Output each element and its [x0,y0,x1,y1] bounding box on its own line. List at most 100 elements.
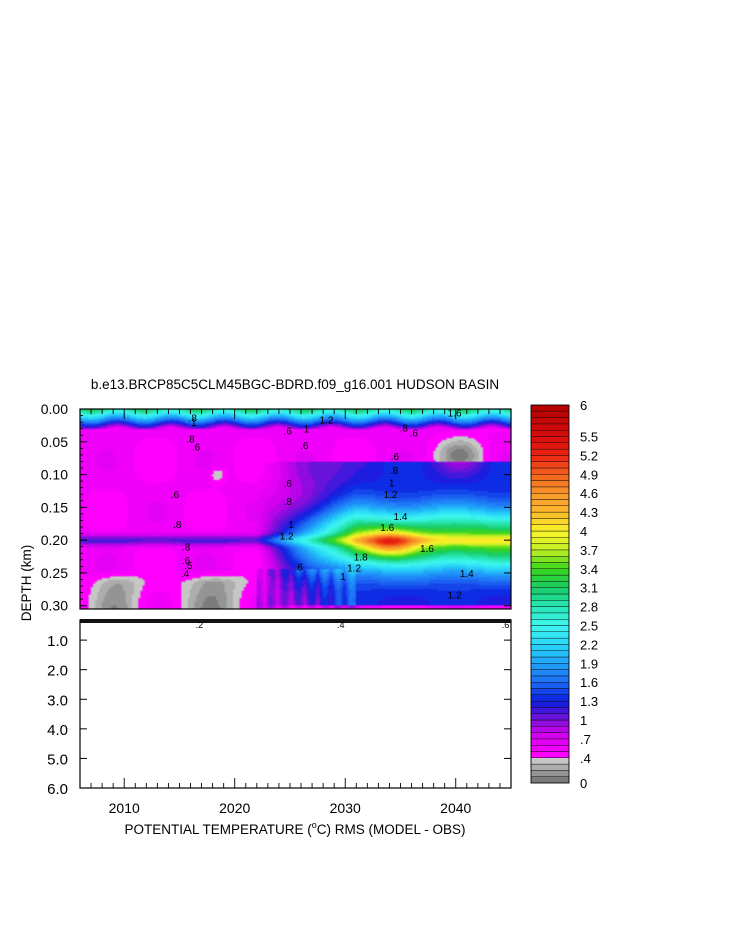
colorbar-swatch [530,688,570,696]
contour-label: .6 [171,490,180,501]
contour-label: .8 [390,466,399,477]
y-tick-label: 3.0 [47,692,68,709]
heatmap-image [80,409,511,609]
colorbar-swatch [530,612,570,620]
colorbar-label: 1.6 [580,675,598,690]
y-tick-label: 0.15 [41,499,68,515]
contour-label: 1.4 [460,569,474,580]
colorbar-label: 2.5 [580,619,598,634]
colorbar-swatch [530,719,570,727]
below-axis-label: .4 [337,620,345,630]
colorbar-swatch [530,656,570,664]
colorbar-swatch [530,732,570,740]
colorbar-label: 4.6 [580,486,598,501]
contour-label: 1 [288,520,294,531]
colorbar-swatch [530,404,570,412]
y-axis-label: DEPTH (km) [19,545,34,622]
colorbar-swatch [530,738,570,746]
contour-label: 1.6 [420,544,434,555]
colorbar-swatch [530,745,570,752]
lower-panel-top-band [80,619,511,623]
contour-label: .6 [300,441,309,452]
x-axis-label-part1: POTENTIAL TEMPERATURE ( [124,822,312,837]
colorbar-label: 3.4 [580,562,598,577]
colorbar-swatch [530,574,570,582]
colorbar-swatch [530,770,570,777]
colorbar-swatch [530,587,570,595]
colorbar-label: .4 [580,751,591,766]
contour-label: 1.2 [448,591,462,602]
x-tick-label: 2030 [330,800,361,816]
colorbar-swatch [530,493,570,500]
below-axis-contour-labels: .2 .4 .6 [196,620,510,630]
y-tick-label: 6.0 [47,781,68,798]
contour-label: .4 [181,569,190,580]
colorbar-label: 1 [580,713,587,728]
colorbar-label: .7 [580,732,591,747]
contour-label: 1 [304,425,310,436]
colorbar-swatch [530,694,570,702]
colorbar-swatch [530,556,570,563]
x-tick-label: 2010 [109,800,140,816]
colorbar-swatch [530,549,570,557]
colorbar-label: 2.8 [580,600,598,615]
colorbar-swatch [530,637,570,645]
colorbar-swatch [530,600,570,607]
colorbar-swatch [530,455,570,462]
colorbar-swatch [530,619,570,626]
colorbar-swatch [530,776,570,784]
y-tick-label: 0.25 [41,565,68,581]
chart-title: b.e13.BRCP85C5CLM45BGC-BDRD.f09_g16.001 … [91,377,499,392]
colorbar-swatch [530,625,570,633]
y-tick-label: 0.10 [41,467,68,483]
colorbar-swatch [530,436,570,444]
contour-label: 1.6 [448,408,462,419]
colorbar-swatch [530,518,570,525]
colorbar-swatch [530,700,570,708]
lower-panel-frame [79,619,512,789]
contour-label: 1.8 [354,553,368,564]
colorbar-labels: 6 5.5 5.2 4.9 4.6 4.3 4 3.7 3.4 3.1 2.8 2.5 2.2 1.9 1.… [580,398,598,791]
colorbar-label: 4.3 [580,505,598,520]
colorbar-swatch [530,442,570,450]
colorbar-swatch [530,411,570,418]
colorbar-swatch [530,751,570,759]
colorbar-swatch [530,581,570,588]
colorbar-swatch [530,530,570,538]
colorbar-swatch [530,644,570,651]
y-tick-label: 0.05 [41,434,68,450]
colorbar-swatch [530,631,570,639]
colorbar-swatch [530,474,570,481]
colorbar-swatch [530,568,570,576]
y-tick-label: 0.00 [41,401,68,417]
colorbar-label: 4 [580,524,587,539]
colorbar-swatch [530,713,570,721]
contour-label: .8 [173,520,182,531]
colorbar-label: 4.9 [580,467,598,482]
colorbar-label: 0 [580,776,587,791]
contour-label: .8 [182,543,191,554]
contour-label: .6 [192,442,201,453]
colorbar-swatch [530,537,570,544]
y-tick-label: 5.0 [47,751,68,768]
colorbar-label: 1.3 [580,694,598,709]
colorbar-swatch [530,650,570,658]
colorbar-swatch [530,511,570,519]
colorbar-swatch [530,663,570,670]
contour-label: .6 [284,427,293,438]
colorbar-swatch [530,467,570,475]
upper-panel-frame [79,408,512,610]
y-tick-label: 1.0 [47,633,68,650]
colorbar-swatch [530,524,570,532]
colorbar-label: 5.5 [580,430,598,445]
y-tick-label: 0.30 [41,598,68,614]
below-axis-label: .6 [502,620,510,630]
colorbar-swatch [530,417,570,425]
colorbar-swatch [530,461,570,469]
colorbar-label: 3.7 [580,543,598,558]
colorbar-swatch [530,593,570,601]
colorbar-label: 5.2 [580,448,598,463]
colorbar-swatch [530,486,570,494]
colorbar-swatch [530,480,570,488]
